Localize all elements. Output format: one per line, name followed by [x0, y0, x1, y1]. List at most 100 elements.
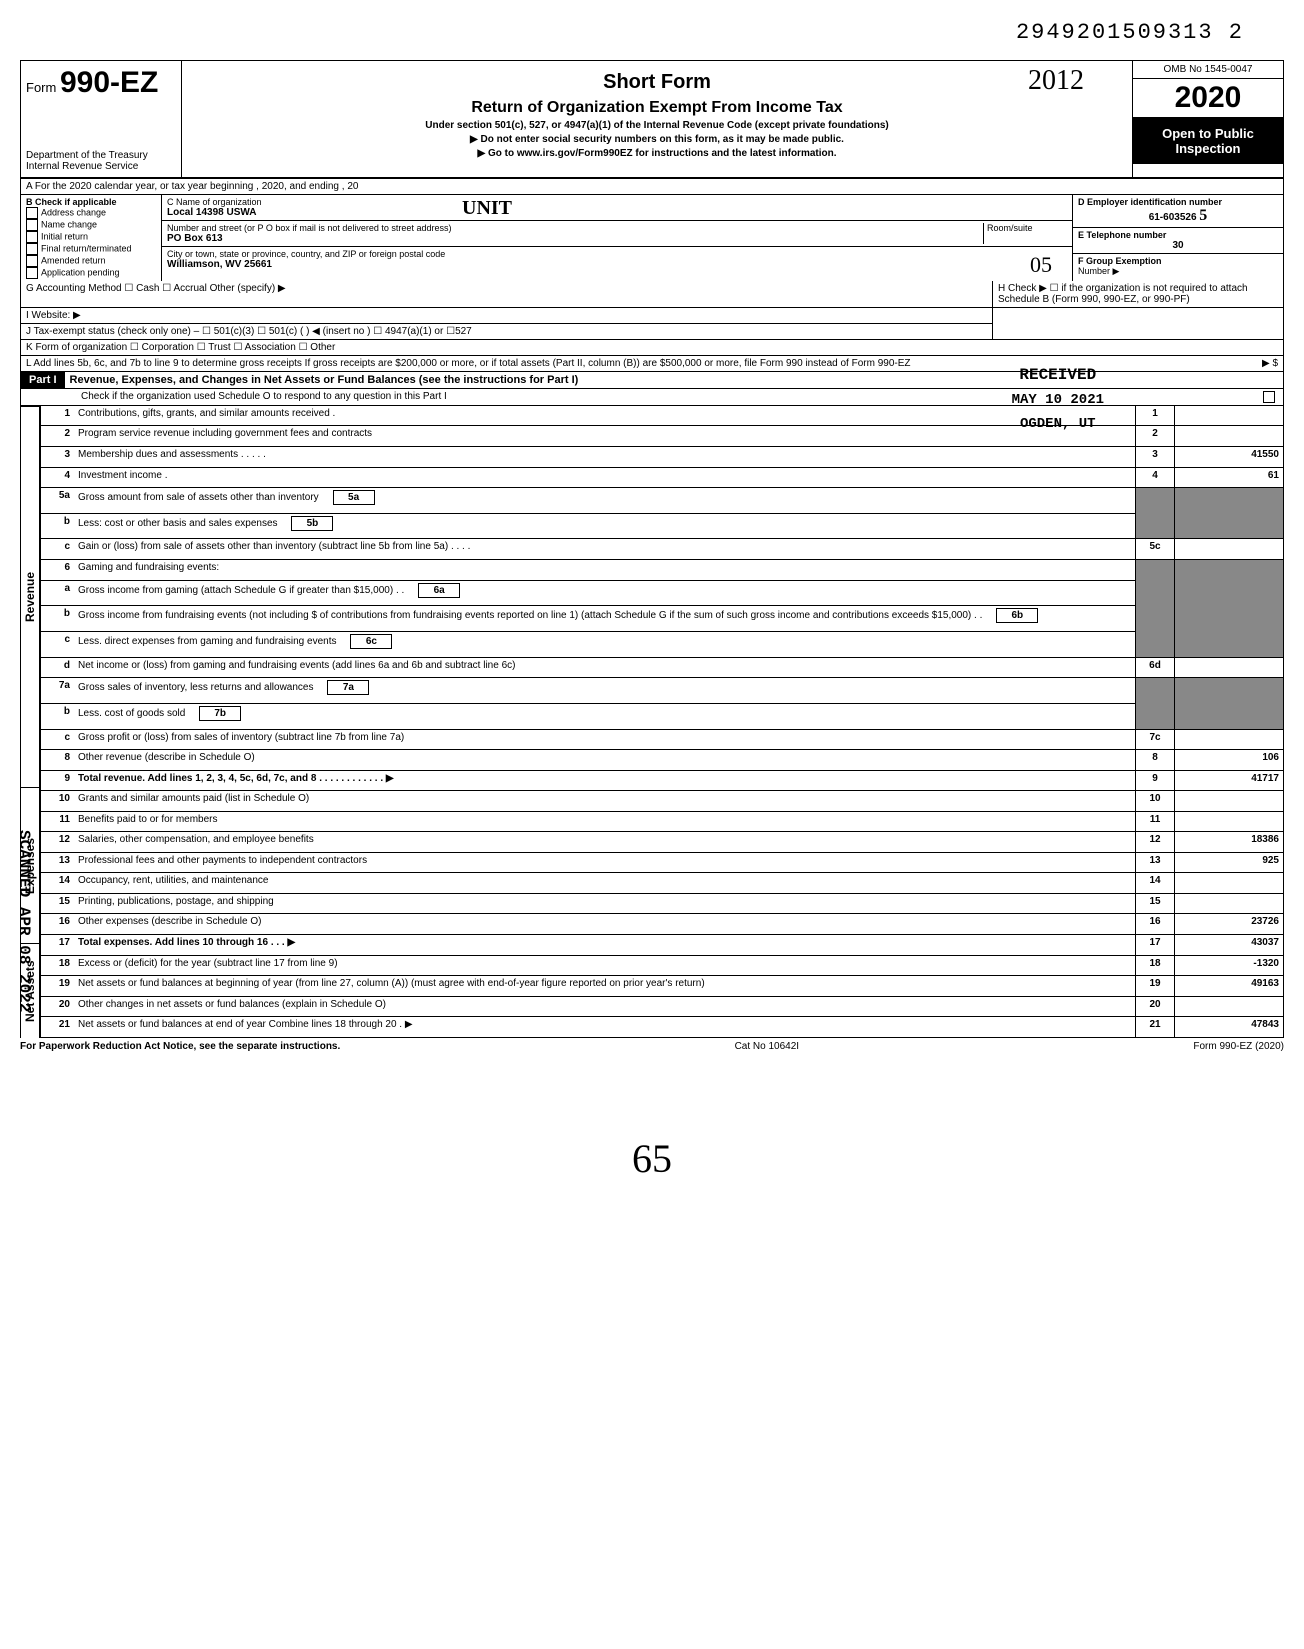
e-label: E Telephone number — [1078, 230, 1278, 240]
line-7c: cGross profit or (loss) from sales of in… — [41, 729, 1284, 750]
line-20: 20Other changes in net assets or fund ba… — [41, 996, 1284, 1017]
row-h: H Check ▶ ☐ if the organization is not r… — [992, 281, 1284, 308]
cb-address[interactable]: Address change — [26, 207, 156, 219]
cb-final[interactable]: Final return/terminated — [26, 243, 156, 255]
form-990ez: 990-EZ — [60, 66, 158, 99]
line-5a: 5aGross amount from sale of assets other… — [41, 488, 1284, 514]
scanned-stamp: SCANNED APR 08 2022 — [15, 830, 33, 1012]
ein-hand: 5 — [1199, 207, 1207, 224]
irs-label: Internal Revenue Service — [26, 161, 176, 172]
footer-center: Cat No 10642I — [735, 1041, 800, 1052]
header-center: Short Form Return of Organization Exempt… — [182, 61, 1132, 177]
tax-year: 20202020 — [1133, 79, 1283, 118]
row-h3 — [992, 324, 1284, 340]
row-k: K Form of organization ☐ Corporation ☐ T… — [20, 340, 1284, 356]
return-subtitle: Return of Organization Exempt From Incom… — [192, 99, 1122, 117]
cb-address-label: Address change — [41, 207, 106, 217]
city-label: City or town, state or province, country… — [167, 249, 1067, 259]
header-right: OMB No 1545-0047 20202020 Open to Public… — [1132, 61, 1283, 177]
footer-left: For Paperwork Reduction Act Notice, see … — [20, 1041, 340, 1052]
line-6b: bGross income from fundraising events (n… — [41, 606, 1284, 632]
document-number: 2949201509313 2 — [20, 20, 1284, 45]
phone-value: 30 — [1078, 240, 1278, 251]
line-12: 12Salaries, other compensation, and empl… — [41, 832, 1284, 853]
dept-label: Department of the Treasury — [26, 150, 176, 161]
line-18: 18Excess or (deficit) for the year (subt… — [41, 955, 1284, 976]
row-h2 — [992, 308, 1284, 324]
row-g: G Accounting Method ☐ Cash ☐ Accrual Oth… — [20, 281, 992, 308]
line-3: 3Membership dues and assessments . . . .… — [41, 446, 1284, 467]
cb-name[interactable]: Name change — [26, 219, 156, 231]
line-9: 9Total revenue. Add lines 1, 2, 3, 4, 5c… — [41, 770, 1284, 791]
line-17: 17Total expenses. Add lines 10 through 1… — [41, 934, 1284, 955]
line-6: 6Gaming and fundraising events: — [41, 559, 1284, 580]
b-label: B Check if applicable — [26, 197, 156, 207]
row-l: L Add lines 5b, 6c, and 7b to line 9 to … — [26, 358, 1178, 369]
cb-name-label: Name change — [41, 219, 97, 229]
line-4: 4Investment income .461 — [41, 467, 1284, 488]
form-prefix: Form — [26, 80, 56, 95]
city-value: Williamson, WV 25661 — [167, 259, 1067, 270]
row-a-calendar: A For the 2020 calendar year, or tax yea… — [20, 179, 1284, 195]
line-6c: cLess. direct expenses from gaming and f… — [41, 631, 1284, 657]
lines-table: 1Contributions, gifts, grants, and simil… — [40, 406, 1284, 1038]
line-21: 21Net assets or fund balances at end of … — [41, 1017, 1284, 1038]
footer-right: Form 990-EZ (2020) — [1193, 1041, 1284, 1052]
goto-url: ▶ Go to www.irs.gov/Form990EZ for instru… — [192, 148, 1122, 159]
line-5c: cGain or (loss) from sale of assets othe… — [41, 539, 1284, 560]
part1-checkbox[interactable] — [1263, 391, 1275, 403]
part1-label: Part I — [21, 372, 65, 388]
cb-pending-label: Application pending — [41, 267, 120, 277]
bottom-handwritten: 65 — [20, 1135, 1284, 1182]
form-number: Form 990-EZ — [26, 66, 176, 100]
line-16: 16Other expenses (describe in Schedule O… — [41, 914, 1284, 935]
row-j: J Tax-exempt status (check only one) – ☐… — [20, 324, 992, 340]
section-b: B Check if applicable Address change Nam… — [21, 195, 162, 281]
inspection-box: Open to Public Inspection — [1133, 118, 1283, 164]
line-5b: bLess: cost or other basis and sales exp… — [41, 513, 1284, 539]
line-19: 19Net assets or fund balances at beginni… — [41, 976, 1284, 997]
stamp-date: MAY 10 2021 — [1012, 392, 1104, 408]
cb-amended[interactable]: Amended return — [26, 255, 156, 267]
ssn-warning: ▶ Do not enter social security numbers o… — [192, 134, 1122, 145]
footer: For Paperwork Reduction Act Notice, see … — [20, 1038, 1284, 1055]
addr-value: PO Box 613 — [167, 233, 983, 244]
form-header: Form 990-EZ Department of the Treasury I… — [20, 60, 1284, 179]
line-10: 10Grants and similar amounts paid (list … — [41, 791, 1284, 812]
header-left: Form 990-EZ Department of the Treasury I… — [21, 61, 182, 177]
line-7b: bLess. cost of goods sold 7b — [41, 703, 1284, 729]
line-6a: aGross income from gaming (attach Schedu… — [41, 580, 1284, 606]
row-l-arrow: ▶ $ — [1178, 358, 1278, 369]
cb-initial-label: Initial return — [41, 231, 88, 241]
stamp-received: RECEIVED — [1012, 366, 1104, 384]
section-bcd: B Check if applicable Address change Nam… — [20, 195, 1284, 281]
handwritten-year: 2012 — [1028, 65, 1084, 97]
c-name-label: C Name of organization — [167, 197, 1067, 207]
inspection: Inspection — [1137, 141, 1279, 156]
stamp-ogden: OGDEN, UT — [1012, 416, 1104, 432]
hand-05: 05 — [1030, 252, 1052, 278]
under-section: Under section 501(c), 527, or 4947(a)(1)… — [192, 120, 1122, 131]
unit-handwritten: UNIT — [462, 197, 512, 220]
f-label: F Group Exemption — [1078, 256, 1278, 266]
line-8: 8Other revenue (describe in Schedule O)8… — [41, 750, 1284, 771]
org-name: Local 14398 USWA — [167, 207, 1067, 218]
cb-initial[interactable]: Initial return — [26, 231, 156, 243]
cb-pending[interactable]: Application pending — [26, 267, 156, 279]
cb-final-label: Final return/terminated — [41, 243, 132, 253]
section-c: C Name of organization Local 14398 USWA … — [162, 195, 1073, 281]
d-label: D Employer identification number — [1078, 197, 1278, 207]
f-number: Number ▶ — [1078, 266, 1278, 277]
line-11: 11Benefits paid to or for members11 — [41, 811, 1284, 832]
part1-title: Revenue, Expenses, and Changes in Net As… — [65, 374, 579, 386]
row-i: I Website: ▶ — [20, 308, 992, 324]
line-13: 13Professional fees and other payments t… — [41, 852, 1284, 873]
part1-check: Check if the organization used Schedule … — [81, 391, 447, 403]
revenue-sidelabel: Revenue — [20, 406, 40, 787]
line-6d: dNet income or (loss) from gaming and fu… — [41, 657, 1284, 678]
cb-amended-label: Amended return — [41, 255, 106, 265]
line-14: 14Occupancy, rent, utilities, and mainte… — [41, 873, 1284, 894]
addr-label: Number and street (or P O box if mail is… — [167, 223, 983, 233]
section-def: D Employer identification number 61-6035… — [1073, 195, 1283, 281]
open-public: Open to Public — [1137, 126, 1279, 141]
